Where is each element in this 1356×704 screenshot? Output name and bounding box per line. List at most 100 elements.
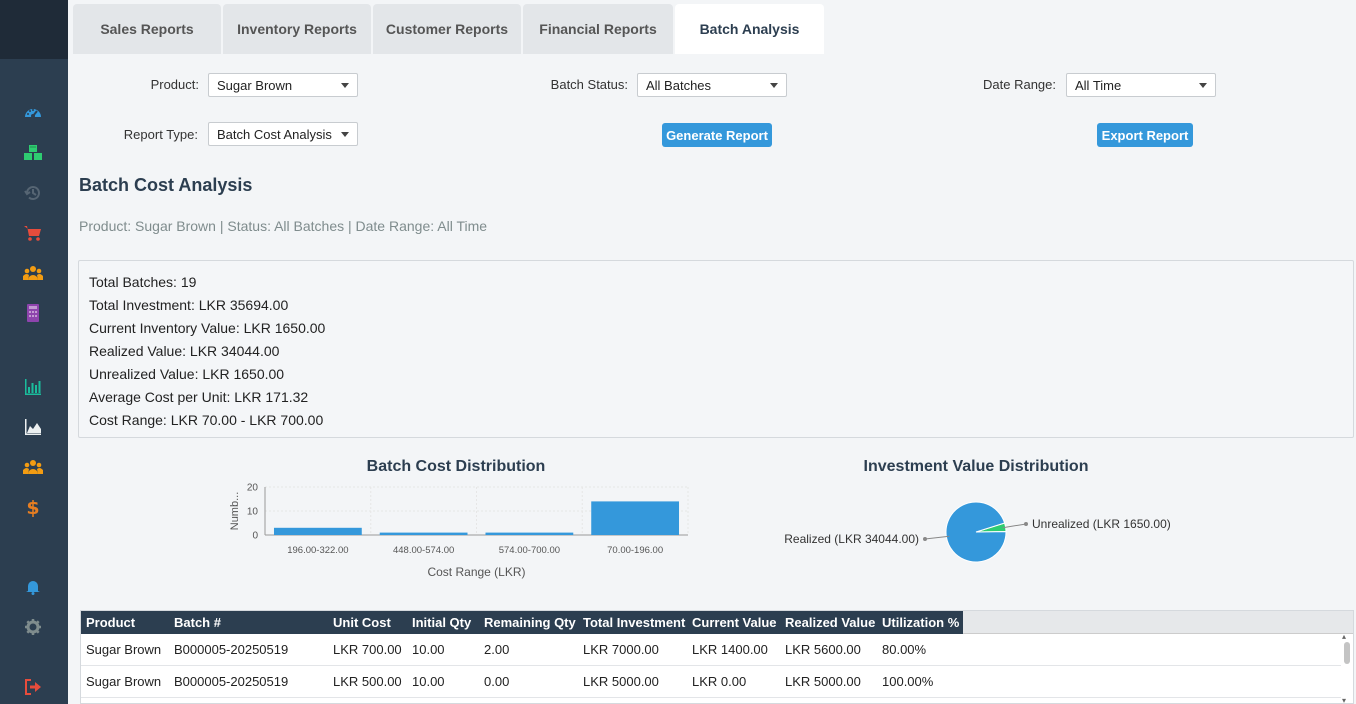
x-axis-label: Cost Range (LKR) — [427, 565, 525, 579]
table-cell: B000005-20250519 — [174, 674, 289, 689]
report-tabs: Sales Reports Inventory Reports Customer… — [73, 4, 826, 54]
column-header[interactable]: Realized Value — [785, 615, 876, 630]
tab-batch-analysis[interactable]: Batch Analysis — [675, 4, 824, 54]
column-header[interactable]: Utilization % — [882, 615, 960, 630]
bar — [485, 532, 574, 535]
summary-total-investment: Total Investment: LKR 35694.00 — [89, 297, 289, 313]
y-axis-label: Numb... — [229, 492, 241, 531]
tab-inventory-reports[interactable]: Inventory Reports — [223, 4, 371, 54]
pie-leader-dot — [1024, 522, 1028, 526]
tab-sales-reports[interactable]: Sales Reports — [73, 4, 221, 54]
table-cell: 80.00% — [882, 642, 927, 657]
bar-chart-icon[interactable] — [22, 376, 44, 398]
table-cell: LKR 700.00 — [333, 642, 402, 657]
table-header: Product Batch # Unit Cost Initial Qty Remain… — [81, 611, 963, 634]
cubes-icon[interactable] — [22, 142, 44, 164]
pie-label: Unrealized (LKR 1650.00) — [1032, 517, 1171, 531]
report-type-label: Report Type: — [123, 127, 198, 142]
svg-text:$: $ — [26, 497, 39, 517]
table-header-filler — [963, 611, 1353, 634]
bell-icon[interactable] — [22, 576, 44, 598]
table-cell: LKR 0.00 — [692, 674, 747, 689]
product-select[interactable]: Sugar Brown — [208, 73, 358, 97]
x-tick-label: 574.00-700.00 — [499, 545, 560, 556]
x-tick-label: 448.00-574.00 — [393, 545, 454, 556]
pie-leader-line — [924, 535, 950, 540]
table-cell: Sugar Brown — [86, 642, 162, 657]
column-header[interactable]: Initial Qty — [412, 615, 472, 630]
bar — [273, 527, 362, 535]
summary-realized-value: Realized Value: LKR 34044.00 — [89, 343, 280, 359]
report-subtitle: Product: Sugar Brown | Status: All Batch… — [79, 218, 488, 234]
column-header[interactable]: Unit Cost — [333, 615, 391, 630]
users-icon[interactable] — [22, 262, 44, 284]
table-row[interactable]: Sugar Brown B000005-20250519 LKR 700.00 10.… — [81, 634, 1341, 666]
tab-financial-reports[interactable]: Financial Reports — [523, 4, 673, 54]
column-header[interactable]: Remaining Qty — [484, 615, 576, 630]
history-icon[interactable] — [22, 182, 44, 204]
batch-table: Product Batch # Unit Cost Initial Qty Remain… — [80, 610, 1354, 704]
report-title: Batch Cost Analysis — [79, 175, 253, 195]
pie-leader-line — [1002, 523, 1027, 529]
scroll-thumb[interactable] — [1344, 642, 1350, 664]
table-cell: 10.00 — [412, 642, 445, 657]
pie-chart-title: Investment Value Distribution — [863, 458, 1089, 475]
column-header[interactable]: Total Investment — [583, 615, 686, 630]
report-type-select[interactable]: Batch Cost Analysis — [208, 122, 358, 146]
table-cell: 2.00 — [484, 642, 510, 657]
table-cell: 0.00 — [484, 674, 510, 689]
table-cell: LKR 5000.00 — [785, 674, 861, 689]
chevron-down-icon — [341, 132, 349, 137]
column-header[interactable]: Batch # — [174, 615, 221, 630]
batch-status-label: Batch Status: — [550, 77, 628, 92]
dollar-icon[interactable]: $ — [22, 496, 44, 518]
pie-leader-dot — [923, 537, 927, 541]
product-label: Product: — [150, 77, 199, 92]
dashboard-icon[interactable] — [22, 102, 44, 124]
report-type-select-value: Batch Cost Analysis — [217, 126, 332, 142]
y-tick-label: 10 — [247, 507, 259, 518]
scroll-down-icon[interactable]: ▾ — [1342, 696, 1347, 704]
scroll-up-icon[interactable]: ▴ — [1342, 632, 1347, 641]
chevron-down-icon — [770, 83, 778, 88]
gear-icon[interactable] — [22, 616, 44, 638]
generate-report-button[interactable]: Generate Report — [662, 123, 772, 147]
y-tick-label: 20 — [247, 483, 259, 494]
tab-customer-reports[interactable]: Customer Reports — [373, 4, 521, 54]
sign-out-icon[interactable] — [22, 676, 44, 698]
table-row[interactable]: Sugar Brown B000005-20250519 LKR 500.00 10.… — [81, 666, 1341, 698]
summary-total-batches: Total Batches: 19 — [89, 274, 197, 290]
product-select-value: Sugar Brown — [217, 77, 293, 93]
table-cell: LKR 500.00 — [333, 674, 402, 689]
bar — [591, 501, 680, 535]
bar — [379, 532, 468, 535]
table-scrollbar[interactable]: ▴ ▾ — [1342, 632, 1351, 704]
users-icon[interactable] — [22, 456, 44, 478]
investment-pie-chart: Unrealized (LKR 1650.00) Realized (LKR 34… — [784, 501, 1171, 563]
batch-status-select[interactable]: All Batches — [637, 73, 787, 97]
chevron-down-icon — [341, 83, 349, 88]
sidebar: $ — [0, 0, 68, 704]
export-report-button[interactable]: Export Report — [1097, 123, 1193, 147]
date-range-select-value: All Time — [1075, 77, 1122, 93]
column-header[interactable]: Current Value — [692, 615, 777, 630]
date-range-select[interactable]: All Time — [1066, 73, 1216, 97]
bar-chart-title: Batch Cost Distribution — [366, 458, 546, 475]
table-cell: 10.00 — [412, 674, 445, 689]
date-range-label: Date Range: — [983, 77, 1056, 92]
cart-icon[interactable] — [22, 222, 44, 244]
table-cell: Sugar Brown — [86, 674, 162, 689]
table-cell: B000005-20250519 — [174, 642, 289, 657]
table-cell: LKR 1400.00 — [692, 642, 768, 657]
batch-status-select-value: All Batches — [646, 77, 712, 93]
table-cell: LKR 5000.00 — [583, 674, 659, 689]
table-cell: 100.00% — [882, 674, 934, 689]
table-cell: LKR 5600.00 — [785, 642, 861, 657]
column-header[interactable]: Product — [86, 615, 136, 630]
pie-slice — [945, 501, 1007, 563]
summary-unrealized-value: Unrealized Value: LKR 1650.00 — [89, 366, 285, 382]
area-chart-icon[interactable] — [22, 416, 44, 438]
pie-label: Realized (LKR 34044.00) — [784, 532, 919, 546]
batch-cost-bar-chart: 0 10 20 196.00-322.00 448.00-574.00 574.00-70… — [229, 483, 689, 579]
calculator-icon[interactable] — [22, 302, 44, 324]
